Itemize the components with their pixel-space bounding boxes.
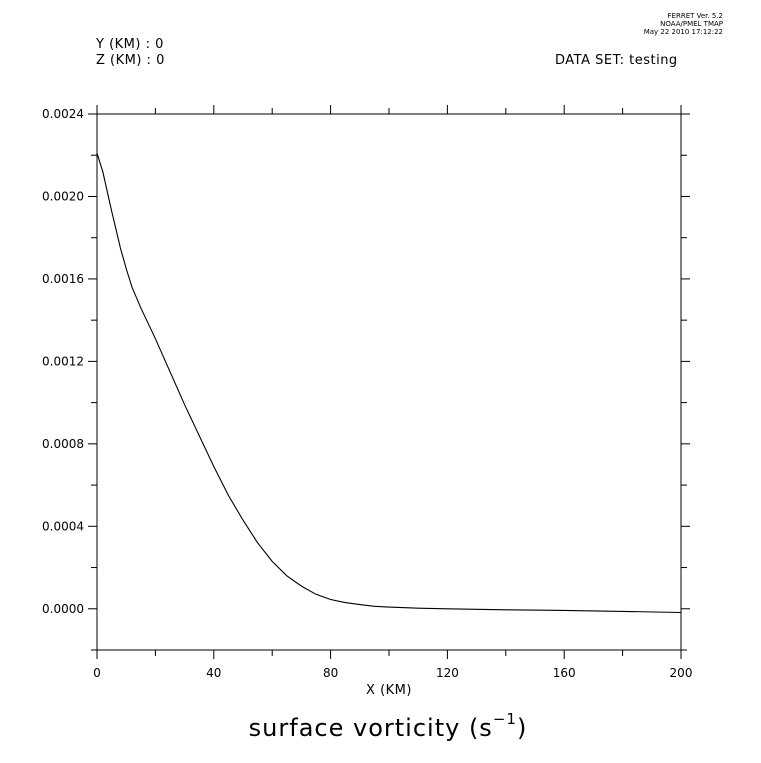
x-tick-label: 120 xyxy=(436,666,459,680)
plot-frame xyxy=(96,113,682,651)
ferret-stamp: FERRET Ver. 5.2 NOAA/PMEL TMAP May 22 20… xyxy=(644,12,723,36)
y-tick-label: 0.0020 xyxy=(42,189,84,203)
axis-ticks xyxy=(88,105,690,659)
dataset-label: DATA SET: testing xyxy=(555,53,678,68)
y-tick-label: 0.0008 xyxy=(42,437,84,451)
series-line xyxy=(96,153,682,614)
y-tick-label: 0.0024 xyxy=(42,107,84,121)
y-tick-label: 0.0012 xyxy=(42,354,84,368)
stamp-line-org: NOAA/PMEL TMAP xyxy=(660,20,723,28)
y-tick-label: 0.0004 xyxy=(42,519,84,533)
y-tick-label: 0.0000 xyxy=(42,602,84,616)
y-coordinate-label: Y (KM) : 0 xyxy=(96,37,164,52)
x-tick-label: 200 xyxy=(670,666,693,680)
x-tick-label: 160 xyxy=(553,666,576,680)
z-coordinate-label: Z (KM) : 0 xyxy=(96,53,165,68)
chart-title-close: ) xyxy=(516,714,528,742)
axis-tick-labels: 0 40 80 120 160 200 0.0000 0.0004 0.0008 0.0012 0.… xyxy=(42,107,692,680)
chart-title-text: surface vorticity (s xyxy=(248,714,493,742)
x-tick-label: 40 xyxy=(206,666,221,680)
stamp-line-date: May 22 2010 17:12:22 xyxy=(643,28,723,36)
y-tick-label: 0.0016 xyxy=(42,272,84,286)
x-axis-label: X (KM) xyxy=(366,683,412,698)
x-tick-label: 0 xyxy=(93,666,101,680)
x-tick-label: 80 xyxy=(323,666,338,680)
chart-title: surface vorticity (s−1) xyxy=(0,710,761,742)
stamp-line-version: FERRET Ver. 5.2 xyxy=(667,12,723,20)
chart-title-superscript: −1 xyxy=(492,710,517,728)
